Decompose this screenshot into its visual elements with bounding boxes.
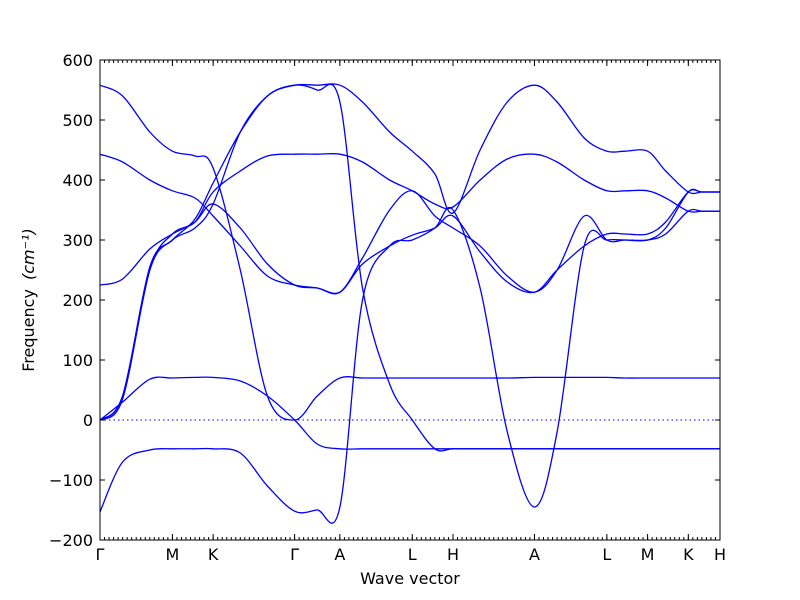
x-tick-label: L bbox=[602, 545, 611, 564]
y-tick-label: 100 bbox=[62, 351, 93, 370]
y-tick-label: 200 bbox=[62, 291, 93, 310]
band-line-6 bbox=[99, 376, 720, 450]
y-tick-label: 400 bbox=[62, 171, 93, 190]
band-line-2 bbox=[99, 152, 720, 421]
y-tick-label: −200 bbox=[49, 531, 93, 550]
band-line-8 bbox=[99, 83, 720, 452]
band-line-7 bbox=[99, 188, 720, 524]
y-tick-label: 300 bbox=[62, 231, 93, 250]
x-tick-label: H bbox=[447, 545, 459, 564]
band-line-5 bbox=[99, 84, 720, 421]
x-tick-label: H bbox=[714, 545, 726, 564]
y-tick-label: 500 bbox=[62, 111, 93, 130]
band-line-1 bbox=[99, 83, 720, 421]
band-line-3 bbox=[99, 189, 720, 295]
x-axis-label: Wave vector bbox=[360, 569, 460, 588]
x-tick-label: K bbox=[683, 545, 694, 564]
x-tick-label: M bbox=[166, 545, 180, 564]
y-axis-label-unit: (cm⁻¹) bbox=[19, 228, 38, 280]
x-tick-label: L bbox=[408, 545, 417, 564]
y-tick-label: −100 bbox=[49, 471, 93, 490]
x-tick-label: A bbox=[529, 545, 540, 564]
y-axis-label: Frequency (cm⁻¹) bbox=[19, 228, 38, 371]
plot-frame bbox=[99, 59, 721, 541]
x-tick-label: Γ bbox=[96, 545, 105, 564]
band-lines bbox=[99, 83, 720, 524]
y-tick-label: 600 bbox=[62, 51, 93, 70]
x-tick-label: A bbox=[334, 545, 345, 564]
y-tick-label: 0 bbox=[83, 411, 93, 430]
x-tick-label: K bbox=[208, 545, 219, 564]
y-axis-label-text: Frequency bbox=[19, 289, 38, 372]
x-tick-label: M bbox=[641, 545, 655, 564]
x-tick-label: Γ bbox=[290, 545, 299, 564]
y-axis-ticks: −200 −100 0 100 200 300 400 500 600 bbox=[49, 51, 720, 550]
